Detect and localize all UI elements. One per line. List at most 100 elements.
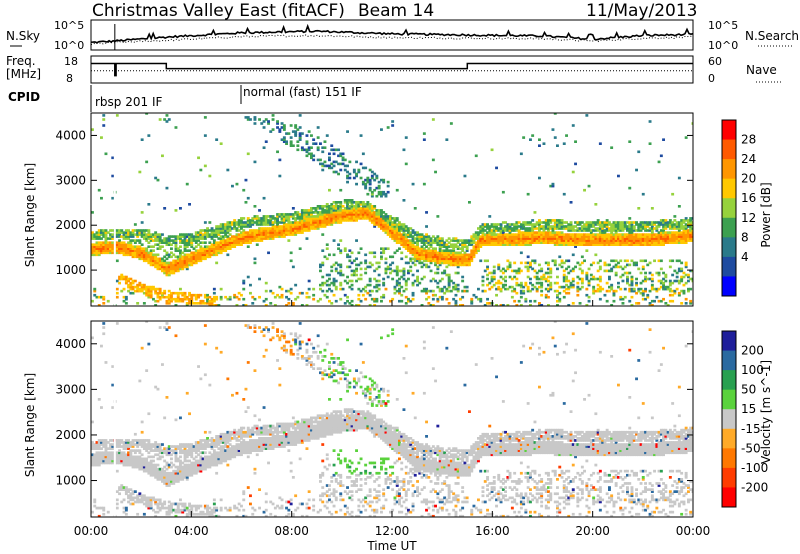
velocity-cell bbox=[142, 469, 146, 473]
power-cell bbox=[271, 233, 275, 236]
power-cell bbox=[395, 239, 399, 242]
power-cell bbox=[499, 225, 503, 228]
power-cell bbox=[598, 285, 602, 289]
power-cell bbox=[201, 229, 205, 232]
power-cell bbox=[249, 239, 252, 242]
velocity-cell bbox=[120, 453, 124, 457]
power-cell bbox=[569, 241, 573, 244]
power-cell bbox=[262, 235, 266, 238]
power-cell bbox=[334, 267, 338, 271]
velocity-cell bbox=[115, 457, 119, 461]
velocity-cell bbox=[109, 453, 112, 457]
power-cell bbox=[339, 273, 343, 277]
power-cell bbox=[488, 233, 492, 236]
power-cell bbox=[409, 245, 413, 248]
power-cell bbox=[650, 299, 654, 303]
power-cell bbox=[429, 257, 433, 261]
power-cell bbox=[551, 233, 555, 236]
power-cell bbox=[650, 241, 654, 244]
power-cell bbox=[368, 203, 372, 206]
power-cell bbox=[673, 237, 677, 240]
power-cell bbox=[325, 283, 329, 287]
power-cell bbox=[574, 237, 577, 240]
power-cell bbox=[291, 221, 295, 224]
power-cell bbox=[538, 176, 541, 180]
power-cell bbox=[395, 241, 399, 244]
power-cell bbox=[486, 225, 489, 228]
power-cell bbox=[185, 235, 189, 238]
velocity-cell bbox=[118, 439, 121, 442]
velocity-cell bbox=[122, 506, 126, 510]
power-cell bbox=[145, 293, 149, 297]
power-cell bbox=[140, 231, 144, 234]
power-cell bbox=[576, 233, 580, 236]
power-cell bbox=[553, 239, 557, 242]
power-cell bbox=[608, 223, 611, 226]
power-cell bbox=[136, 253, 140, 257]
power-cell bbox=[637, 237, 641, 240]
power-cell bbox=[156, 261, 160, 265]
power-cell bbox=[312, 297, 316, 301]
power-cell bbox=[152, 233, 155, 236]
power-cell bbox=[648, 120, 652, 123]
power-cell bbox=[294, 221, 298, 224]
power-cell bbox=[163, 259, 167, 263]
power-cell bbox=[325, 205, 329, 208]
power-cell bbox=[194, 235, 198, 238]
power-cell bbox=[127, 233, 130, 236]
power-cell bbox=[377, 180, 381, 184]
power-cell bbox=[298, 126, 302, 129]
power-cell bbox=[109, 241, 112, 244]
power-cell bbox=[307, 130, 311, 133]
power-cell bbox=[104, 247, 108, 250]
power-cell bbox=[659, 259, 663, 263]
power-cell bbox=[402, 237, 406, 240]
power-cell bbox=[393, 217, 397, 220]
power-cell bbox=[409, 241, 413, 244]
power-cell bbox=[632, 225, 636, 228]
power-cell bbox=[531, 231, 535, 234]
power-cell bbox=[529, 237, 532, 240]
power-cell bbox=[167, 302, 171, 305]
power-cell bbox=[350, 299, 354, 303]
power-cell bbox=[540, 289, 544, 293]
freq-tick-top: 18 bbox=[64, 55, 78, 68]
velocity-cell bbox=[104, 447, 108, 450]
power-cell bbox=[431, 235, 435, 238]
power-cell bbox=[689, 287, 693, 291]
power-cell bbox=[267, 221, 270, 224]
power-cell bbox=[404, 245, 408, 248]
power-cell bbox=[592, 239, 596, 242]
power-cell bbox=[380, 219, 383, 222]
power-cell bbox=[668, 241, 672, 244]
power-cell bbox=[641, 223, 645, 226]
power-cell bbox=[368, 180, 372, 184]
power-cell bbox=[402, 289, 406, 293]
power-cell bbox=[377, 211, 381, 214]
power-cell bbox=[368, 283, 372, 287]
power-cell bbox=[325, 247, 329, 250]
velocity-cell bbox=[154, 441, 158, 444]
power-cell bbox=[558, 231, 562, 234]
power-cell bbox=[142, 251, 146, 255]
power-cell bbox=[598, 275, 602, 279]
power-cell bbox=[639, 237, 643, 240]
power-cell bbox=[129, 277, 133, 281]
power-cell bbox=[411, 281, 415, 285]
power-cell bbox=[605, 219, 609, 222]
power-cell bbox=[194, 237, 198, 240]
power-cell bbox=[456, 271, 460, 275]
power-cell bbox=[179, 257, 182, 261]
velocity-cell bbox=[145, 500, 149, 504]
power-cell bbox=[447, 237, 451, 240]
power-cell bbox=[310, 227, 313, 230]
power-cell bbox=[319, 158, 322, 162]
power-cell bbox=[479, 229, 483, 232]
velocity-cell bbox=[145, 469, 149, 473]
power-cell bbox=[440, 255, 444, 259]
power-cell bbox=[312, 142, 316, 145]
power-cell bbox=[389, 263, 392, 267]
power-cell bbox=[389, 299, 392, 303]
power-cell bbox=[129, 243, 133, 246]
power-cell bbox=[255, 235, 259, 238]
